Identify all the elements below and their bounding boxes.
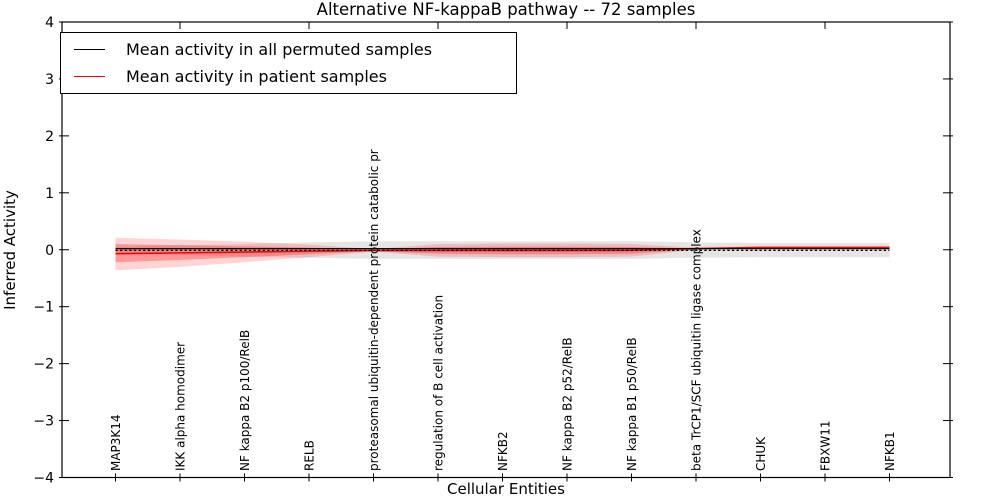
y-tick-label: 1 xyxy=(45,186,54,202)
category-label: NFKB1 xyxy=(883,431,897,471)
category-label: IKK alpha homodimer xyxy=(174,342,188,471)
category-label: proteasomal ubiquitin-dependent protein … xyxy=(367,149,381,471)
category-label: NFKB2 xyxy=(496,431,510,471)
category-label: NF kappa B1 p50/RelB xyxy=(625,337,639,471)
legend-label: Mean activity in patient samples xyxy=(126,66,387,86)
y-tick-label: −4 xyxy=(33,471,54,487)
mean-lines xyxy=(115,246,890,255)
category-label: beta TrCP1/SCF ubiquitin ligase complex xyxy=(690,229,704,471)
legend-entry-patient: Mean activity in patient samples xyxy=(61,67,516,86)
category-label: FBXW11 xyxy=(819,421,833,472)
category-label: RELB xyxy=(303,440,317,471)
y-tick-label: 4 xyxy=(45,15,54,31)
x-axis-label: Cellular Entities xyxy=(447,480,565,498)
y-tick-label: 3 xyxy=(45,72,54,88)
y-tick-label: −1 xyxy=(33,300,54,316)
x-ticks xyxy=(115,22,890,482)
y-tick-label: 2 xyxy=(45,129,54,145)
category-label: NF kappa B2 p52/RelB xyxy=(561,337,575,471)
category-label: CHUK xyxy=(754,436,768,471)
legend-label: Mean activity in all permuted samples xyxy=(126,40,433,60)
category-label: regulation of B cell activation xyxy=(432,295,446,471)
y-ticks xyxy=(59,21,953,478)
legend: Mean activity in all permuted samples Me… xyxy=(60,32,517,94)
category-label: NF kappa B2 p100/RelB xyxy=(238,330,252,471)
y-tick-label: −3 xyxy=(33,414,54,430)
category-label: MAP3K14 xyxy=(109,414,123,471)
legend-entry-permuted: Mean activity in all permuted samples xyxy=(61,40,516,59)
legend-line-sample-red xyxy=(74,75,105,77)
y-tick-label: 0 xyxy=(45,243,54,259)
y-tick-labels: 4 3 2 1 0 −1 −2 −3 −4 xyxy=(33,15,54,487)
patient-range-outer-band xyxy=(115,237,890,271)
legend-line-sample-black xyxy=(74,49,105,51)
category-labels: MAP3K14 IKK alpha homodimer NF kappa B2 p1… xyxy=(109,149,897,471)
chart-title: Alternative NF-kappaB pathway -- 72 samp… xyxy=(316,0,696,19)
bands xyxy=(115,237,890,271)
y-tick-label: −2 xyxy=(33,357,54,373)
